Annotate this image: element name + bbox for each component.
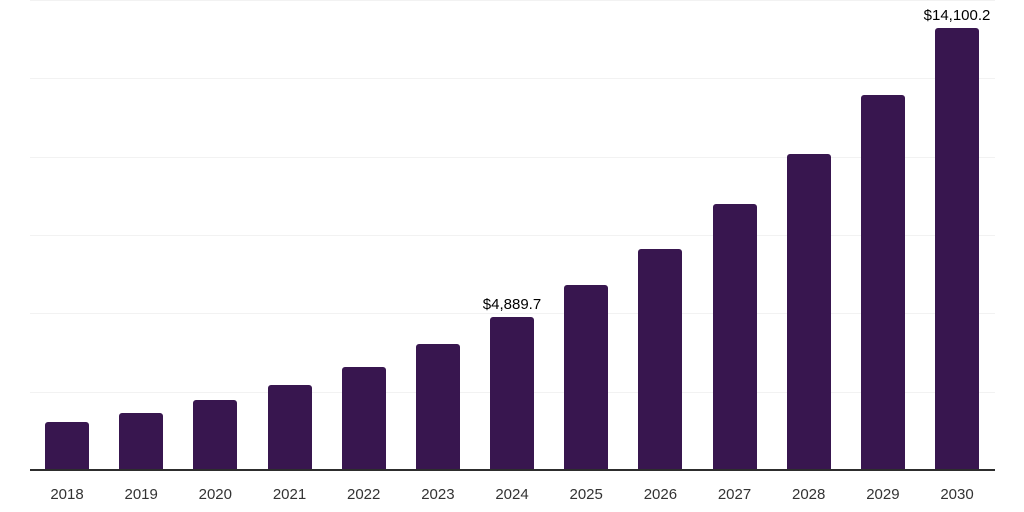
chart-bar-2020 (193, 400, 237, 470)
gridline (30, 0, 995, 1)
chart-bar-2018 (45, 422, 89, 470)
x-tick-label-2023: 2023 (421, 486, 455, 503)
x-tick-label-2028: 2028 (792, 486, 826, 503)
x-tick-label-2021: 2021 (272, 486, 307, 503)
data-label-2024: $4,889.7 (482, 295, 542, 313)
chart-bar-2023 (416, 344, 460, 470)
gridline (30, 235, 995, 236)
x-tick-label-2025: 2025 (569, 486, 603, 503)
chart-bar-2022 (342, 366, 386, 470)
chart-bar-2030 (935, 28, 979, 470)
x-tick-label-2027: 2027 (717, 486, 752, 503)
x-tick-label-2024: 2024 (495, 486, 529, 503)
x-tick-label-2029: 2029 (866, 486, 900, 503)
x-tick-label-2022: 2022 (347, 486, 381, 503)
chart-bar-2021 (268, 385, 312, 470)
x-tick-label-2018: 2018 (50, 486, 84, 503)
x-tick-label-2019: 2019 (124, 486, 158, 503)
data-label-2030: $14,100.2 (923, 7, 991, 25)
chart-bar-2019 (119, 413, 163, 470)
gridline (30, 157, 995, 158)
chart-bar-2028 (787, 154, 831, 470)
chart-bar-2029 (861, 94, 905, 470)
chart-bar-2026 (638, 248, 682, 470)
chart-bar-2027 (713, 204, 757, 470)
chart-bar-2024 (490, 316, 534, 470)
x-tick-label-2020: 2020 (198, 486, 232, 503)
x-tick-label-2030: 2030 (940, 486, 974, 503)
chart-bar-2025 (564, 285, 608, 470)
gridline (30, 78, 995, 79)
gridline (30, 313, 995, 314)
x-axis-line (30, 469, 995, 471)
x-tick-label-2026: 2026 (643, 486, 678, 503)
